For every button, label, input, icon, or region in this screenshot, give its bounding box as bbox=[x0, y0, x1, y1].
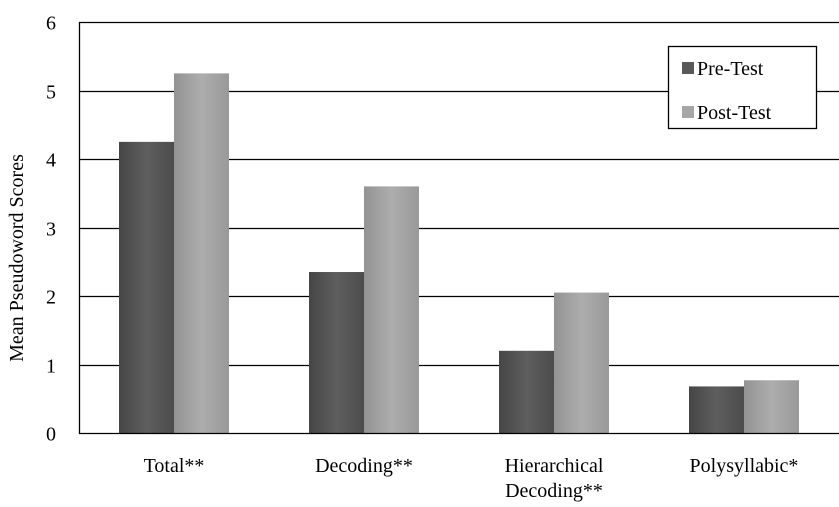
category-label: Hierarchical bbox=[505, 455, 604, 477]
y-tick-labels: 0 1 2 3 4 5 6 bbox=[46, 13, 56, 446]
y-axis-label: Mean Pseudoword Scores bbox=[6, 154, 28, 362]
y-tick-label: 3 bbox=[46, 219, 56, 241]
axes bbox=[78, 22, 839, 435]
legend-swatch bbox=[682, 62, 694, 74]
category-label: Polysyllabic* bbox=[690, 455, 799, 477]
legend-label: Pre-Test bbox=[697, 58, 764, 80]
y-tick-label: 0 bbox=[46, 424, 56, 446]
category-label: Decoding** bbox=[505, 480, 603, 502]
bar-pre-test bbox=[689, 386, 744, 433]
legend: Pre-Test Post-Test bbox=[667, 45, 818, 130]
y-tick-label: 5 bbox=[46, 82, 56, 104]
y-tick-label: 6 bbox=[46, 13, 56, 35]
category-label: Decoding** bbox=[315, 455, 413, 477]
bar-pre-test bbox=[499, 350, 554, 433]
bar-pre-test bbox=[309, 272, 364, 433]
legend-swatch bbox=[682, 106, 694, 118]
category-labels: Total** Decoding** Hierarchical Decoding** P… bbox=[144, 455, 799, 502]
bar-post-test bbox=[174, 73, 229, 433]
bar-post-test bbox=[554, 292, 609, 433]
y-tick-label: 4 bbox=[46, 150, 56, 172]
category-label: Total** bbox=[144, 455, 205, 477]
y-tick-label: 1 bbox=[46, 356, 56, 378]
legend-label: Post-Test bbox=[697, 102, 772, 124]
y-tick-label: 2 bbox=[46, 287, 56, 309]
bar-pre-test bbox=[119, 141, 174, 433]
bar-post-test bbox=[744, 380, 799, 433]
bar-post-test bbox=[364, 186, 419, 433]
bars bbox=[119, 73, 799, 433]
